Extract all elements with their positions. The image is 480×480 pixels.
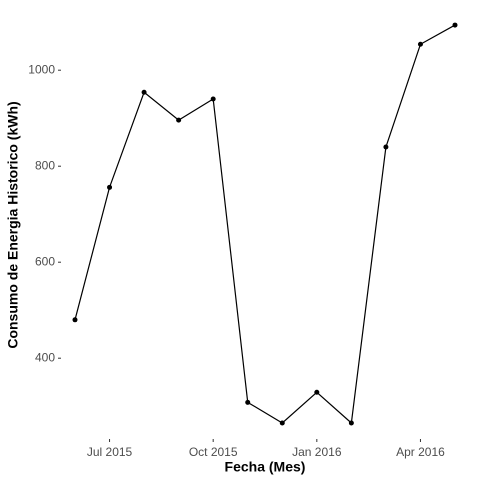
point	[279, 420, 285, 426]
point	[72, 317, 78, 323]
point	[314, 389, 320, 395]
x-axis-title: Fecha (Mes)	[225, 459, 306, 475]
point	[107, 184, 113, 190]
line	[74, 24, 456, 425]
point	[210, 96, 216, 102]
point	[348, 420, 354, 426]
x-tick-label: Jul 2015	[87, 445, 133, 459]
x-tick-label: Apr 2016	[396, 445, 445, 459]
point	[176, 117, 182, 123]
y-tick-label: 800	[35, 158, 55, 172]
point	[417, 41, 423, 47]
point	[383, 144, 389, 150]
point	[141, 89, 147, 95]
y-tick-label: 1000	[28, 62, 55, 76]
x-tick-label: Jan 2016	[292, 445, 342, 459]
y-axis-title: Consumo de Energia Historico (kWh)	[5, 101, 21, 348]
point	[245, 399, 251, 405]
point	[452, 22, 458, 28]
y-tick-label: 400	[35, 350, 55, 364]
y-tick-label: 600	[35, 254, 55, 268]
x-tick-label: Oct 2015	[189, 445, 238, 459]
